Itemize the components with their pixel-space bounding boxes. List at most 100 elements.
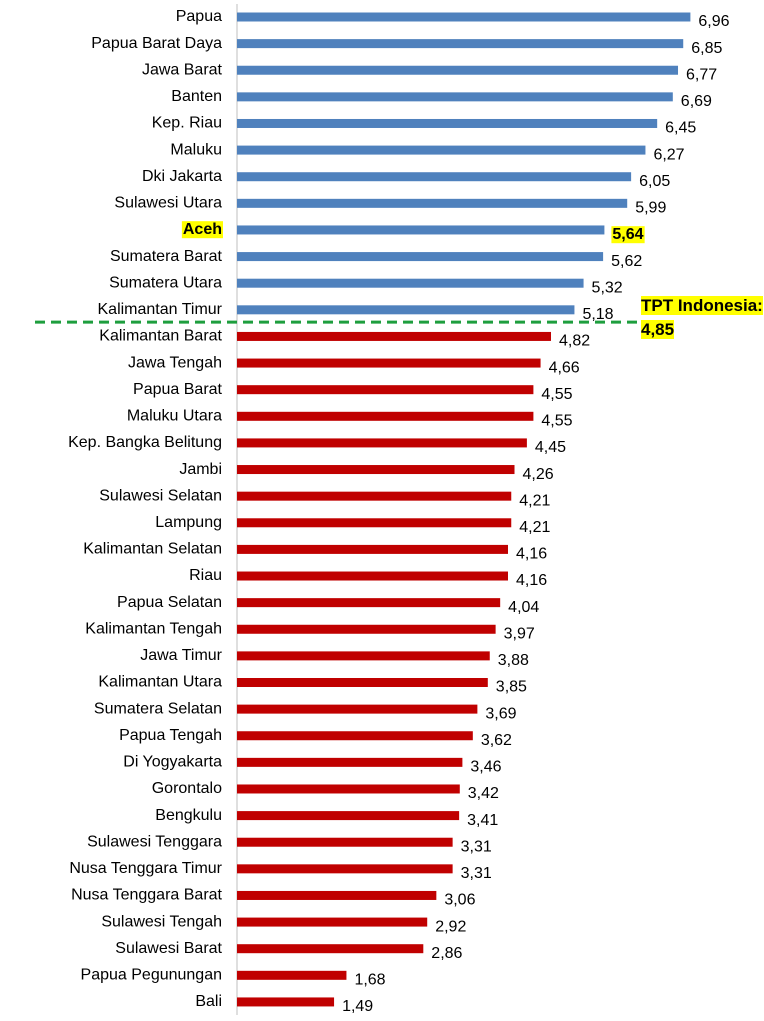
threshold-annotation: TPT Indonesia: 4,85 <box>641 294 763 342</box>
y-tick-label: Riau <box>189 567 222 584</box>
y-tick-label: Kalimantan Selatan <box>83 541 222 558</box>
y-tick-label: Kalimantan Barat <box>99 328 222 345</box>
y-tick-label: Papua <box>176 8 222 25</box>
y-tick-label: Sumatera Selatan <box>94 700 222 717</box>
y-tick-label: Sumatera Utara <box>109 274 222 291</box>
y-tick-label: Banten <box>171 88 222 105</box>
bar <box>237 172 632 182</box>
value-label: 3,88 <box>498 652 529 669</box>
y-tick-label: Dki Jakarta <box>142 168 222 185</box>
y-tick-label: Aceh <box>183 221 222 238</box>
bar <box>237 731 473 741</box>
bar <box>237 997 335 1007</box>
bar <box>237 598 501 608</box>
y-tick-label: Maluku Utara <box>127 408 222 425</box>
bar <box>237 92 673 102</box>
value-label: 3,31 <box>461 865 492 882</box>
value-label: 4,16 <box>516 546 547 563</box>
bar <box>237 917 428 927</box>
bar <box>237 278 584 288</box>
bar <box>237 518 512 528</box>
y-tick-label: Kep. Riau <box>152 115 222 132</box>
y-tick-label: Bali <box>195 993 222 1010</box>
highlight <box>611 226 645 244</box>
y-tick-label: Jawa Tengah <box>128 354 222 371</box>
y-tick-label: Sulawesi Tengah <box>101 913 222 930</box>
y-tick-label: Papua Barat Daya <box>91 35 222 52</box>
value-label: 5,32 <box>592 279 623 296</box>
bar <box>237 252 604 262</box>
value-label: 6,96 <box>698 13 729 30</box>
bar <box>237 225 605 235</box>
value-label: 6,05 <box>639 173 670 190</box>
value-label: 4,66 <box>549 359 580 376</box>
y-tick-label: Kalimantan Timur <box>98 301 223 318</box>
value-label: 3,46 <box>470 759 501 776</box>
bar <box>237 757 463 767</box>
y-tick-label: Bengkulu <box>155 807 222 824</box>
value-label: 1,68 <box>354 972 385 989</box>
bar <box>237 118 658 128</box>
bar <box>237 331 551 341</box>
y-tick-label: Sulawesi Barat <box>115 940 222 957</box>
y-tick-label: Lampung <box>155 514 222 531</box>
bar <box>237 837 453 847</box>
y-tick-label: Papua Tengah <box>119 727 222 744</box>
value-label: 6,85 <box>691 40 722 57</box>
bar <box>237 970 347 980</box>
y-tick-label: Sumatera Barat <box>110 248 223 265</box>
bar <box>237 571 508 581</box>
y-tick-label: Di Yogyakarta <box>123 754 222 771</box>
y-tick-label: Papua Pegunungan <box>81 967 222 984</box>
value-label: 3,62 <box>481 732 512 749</box>
bar <box>237 864 453 874</box>
value-label: 4,04 <box>508 599 539 616</box>
bar <box>237 784 460 794</box>
value-label: 4,21 <box>519 519 550 536</box>
value-label: 6,27 <box>653 146 684 163</box>
value-label: 4,21 <box>519 492 550 509</box>
bar <box>237 544 508 554</box>
bar <box>237 145 646 155</box>
y-tick-label: Sulawesi Tenggara <box>87 833 222 850</box>
y-tick-label: Gorontalo <box>152 780 222 797</box>
bar <box>237 12 691 22</box>
bar <box>237 465 515 475</box>
bar <box>237 890 437 900</box>
annotation-text: TPT Indonesia: 4,85 <box>641 296 763 339</box>
y-tick-label: Kep. Bangka Belitung <box>68 434 222 451</box>
highlight <box>181 221 223 239</box>
y-tick-label: Papua Selatan <box>117 594 222 611</box>
bar <box>237 358 541 368</box>
y-tick-label: Nusa Tenggara Timur <box>69 860 222 877</box>
y-tick-label: Jambi <box>179 461 222 478</box>
value-label: 5,99 <box>635 200 666 217</box>
y-tick-label: Kalimantan Tengah <box>85 620 222 637</box>
value-label: 5,64 <box>612 226 643 243</box>
y-tick-label: Sulawesi Selatan <box>99 487 222 504</box>
y-tick-label: Jawa Barat <box>142 61 223 78</box>
y-tick-label: Sulawesi Utara <box>114 195 222 212</box>
value-label: 4,16 <box>516 572 547 589</box>
bar <box>237 624 496 634</box>
value-label: 3,31 <box>461 838 492 855</box>
bar <box>237 65 679 75</box>
y-tick-label: Jawa Timur <box>140 647 222 664</box>
value-label: 3,41 <box>467 812 498 829</box>
bar <box>237 678 488 687</box>
y-tick-label: Papua Barat <box>133 381 223 398</box>
bar <box>237 438 527 448</box>
y-tick-label: Kalimantan Utara <box>98 674 222 691</box>
value-label: 4,55 <box>541 386 572 403</box>
y-tick-label: Nusa Tenggara Barat <box>71 887 222 904</box>
bar <box>237 39 684 49</box>
bar <box>237 385 534 395</box>
bar <box>237 651 490 661</box>
value-label: 3,06 <box>444 892 475 909</box>
value-label: 4,55 <box>541 413 572 430</box>
value-label: 3,97 <box>504 625 535 642</box>
value-label: 5,62 <box>611 253 642 270</box>
bar <box>237 305 575 315</box>
